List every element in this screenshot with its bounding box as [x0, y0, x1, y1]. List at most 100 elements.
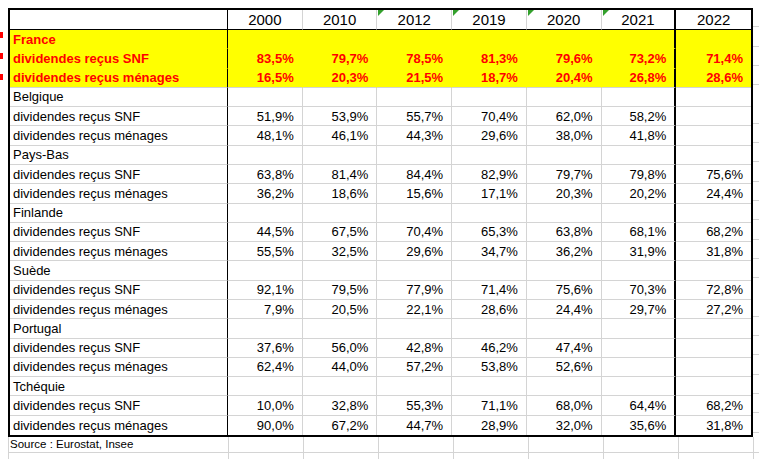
- value-cell[interactable]: 56,0%: [303, 339, 378, 358]
- value-cell[interactable]: 28,6%: [676, 69, 751, 88]
- empty-cell[interactable]: [452, 319, 527, 338]
- empty-cell[interactable]: [303, 377, 378, 396]
- value-cell[interactable]: 79,8%: [602, 165, 677, 184]
- header-year-2010[interactable]: 2010: [303, 10, 378, 30]
- empty-cell[interactable]: [452, 261, 527, 280]
- value-cell[interactable]: 68,0%: [527, 396, 602, 415]
- value-cell[interactable]: 68,1%: [602, 223, 677, 242]
- country-name-cell[interactable]: Pays-Bas: [10, 146, 228, 165]
- empty-cell[interactable]: [303, 319, 378, 338]
- value-cell[interactable]: 44,0%: [303, 358, 378, 377]
- value-cell[interactable]: 47,4%: [527, 339, 602, 358]
- value-cell[interactable]: 36,2%: [527, 242, 602, 261]
- empty-cell[interactable]: [228, 204, 303, 223]
- value-cell[interactable]: 10,0%: [228, 396, 303, 415]
- label-menages-cell[interactable]: dividendes reçus ménages: [10, 184, 228, 203]
- empty-cell[interactable]: [228, 377, 303, 396]
- value-cell[interactable]: 90,0%: [228, 416, 303, 435]
- empty-cell[interactable]: [527, 204, 602, 223]
- country-name-cell[interactable]: Finlande: [10, 204, 228, 223]
- value-cell[interactable]: 65,3%: [452, 223, 527, 242]
- value-cell[interactable]: 67,5%: [303, 223, 378, 242]
- value-cell[interactable]: 29,6%: [377, 242, 452, 261]
- value-cell[interactable]: 24,4%: [527, 300, 602, 319]
- value-cell[interactable]: 73,2%: [602, 49, 677, 68]
- empty-cell[interactable]: [602, 204, 677, 223]
- country-name-cell[interactable]: Tchéquie: [10, 377, 228, 396]
- empty-cell[interactable]: [676, 204, 751, 223]
- value-cell[interactable]: 57,2%: [377, 358, 452, 377]
- empty-cell[interactable]: [228, 88, 303, 107]
- value-cell[interactable]: 46,1%: [303, 126, 378, 145]
- empty-cell[interactable]: [228, 319, 303, 338]
- empty-cell[interactable]: [676, 319, 751, 338]
- value-cell[interactable]: 72,8%: [676, 281, 751, 300]
- value-cell[interactable]: 62,4%: [228, 358, 303, 377]
- header-year-2012[interactable]: 2012: [377, 10, 452, 30]
- value-cell[interactable]: 42,8%: [377, 339, 452, 358]
- value-cell[interactable]: 16,5%: [228, 69, 303, 88]
- value-cell[interactable]: [676, 126, 751, 145]
- empty-cell[interactable]: [676, 30, 751, 49]
- empty-cell[interactable]: [377, 377, 452, 396]
- empty-cell[interactable]: [676, 88, 751, 107]
- empty-cell[interactable]: [377, 261, 452, 280]
- value-cell[interactable]: 52,6%: [527, 358, 602, 377]
- empty-cell[interactable]: [602, 319, 677, 338]
- value-cell[interactable]: [602, 339, 677, 358]
- label-menages-cell[interactable]: dividendes reçus ménages: [10, 416, 228, 435]
- value-cell[interactable]: 41,8%: [602, 126, 677, 145]
- value-cell[interactable]: 71,1%: [452, 396, 527, 415]
- value-cell[interactable]: 82,9%: [452, 165, 527, 184]
- empty-cell[interactable]: [303, 204, 378, 223]
- label-snf-cell[interactable]: dividendes reçus SNF: [10, 49, 228, 68]
- country-name-cell[interactable]: Suède: [10, 261, 228, 280]
- empty-cell[interactable]: [377, 88, 452, 107]
- value-cell[interactable]: 44,7%: [377, 416, 452, 435]
- value-cell[interactable]: 29,6%: [452, 126, 527, 145]
- value-cell[interactable]: 79,6%: [527, 49, 602, 68]
- value-cell[interactable]: 31,8%: [676, 416, 751, 435]
- empty-cell[interactable]: [676, 377, 751, 396]
- value-cell[interactable]: 28,9%: [452, 416, 527, 435]
- value-cell[interactable]: 75,6%: [676, 165, 751, 184]
- value-cell[interactable]: 32,8%: [303, 396, 378, 415]
- value-cell[interactable]: 58,2%: [602, 107, 677, 126]
- value-cell[interactable]: 55,7%: [377, 107, 452, 126]
- value-cell[interactable]: 92,1%: [228, 281, 303, 300]
- value-cell[interactable]: 84,4%: [377, 165, 452, 184]
- empty-cell[interactable]: [602, 88, 677, 107]
- empty-cell[interactable]: [228, 30, 303, 49]
- value-cell[interactable]: [676, 107, 751, 126]
- empty-cell[interactable]: [303, 146, 378, 165]
- value-cell[interactable]: 38,0%: [527, 126, 602, 145]
- value-cell[interactable]: 20,5%: [303, 300, 378, 319]
- empty-cell[interactable]: [228, 261, 303, 280]
- value-cell[interactable]: 31,9%: [602, 242, 677, 261]
- label-snf-cell[interactable]: dividendes reçus SNF: [10, 107, 228, 126]
- label-menages-cell[interactable]: dividendes reçus ménages: [10, 358, 228, 377]
- value-cell[interactable]: [602, 358, 677, 377]
- empty-cell[interactable]: [228, 146, 303, 165]
- value-cell[interactable]: 62,0%: [527, 107, 602, 126]
- value-cell[interactable]: 70,4%: [377, 223, 452, 242]
- header-year-2000[interactable]: 2000: [228, 10, 303, 30]
- empty-cell[interactable]: [676, 261, 751, 280]
- empty-cell[interactable]: [602, 377, 677, 396]
- value-cell[interactable]: 81,3%: [452, 49, 527, 68]
- value-cell[interactable]: 55,5%: [228, 242, 303, 261]
- value-cell[interactable]: 78,5%: [377, 49, 452, 68]
- value-cell[interactable]: 79,7%: [527, 165, 602, 184]
- value-cell[interactable]: 48,1%: [228, 126, 303, 145]
- empty-cell[interactable]: [527, 319, 602, 338]
- value-cell[interactable]: 20,2%: [602, 184, 677, 203]
- empty-cell[interactable]: [676, 146, 751, 165]
- empty-cell[interactable]: [377, 30, 452, 49]
- label-menages-cell[interactable]: dividendes reçus ménages: [10, 300, 228, 319]
- value-cell[interactable]: 29,7%: [602, 300, 677, 319]
- empty-cell[interactable]: [527, 30, 602, 49]
- value-cell[interactable]: 20,3%: [527, 184, 602, 203]
- label-snf-cell[interactable]: dividendes reçus SNF: [10, 396, 228, 415]
- empty-cell[interactable]: [527, 146, 602, 165]
- value-cell[interactable]: 51,9%: [228, 107, 303, 126]
